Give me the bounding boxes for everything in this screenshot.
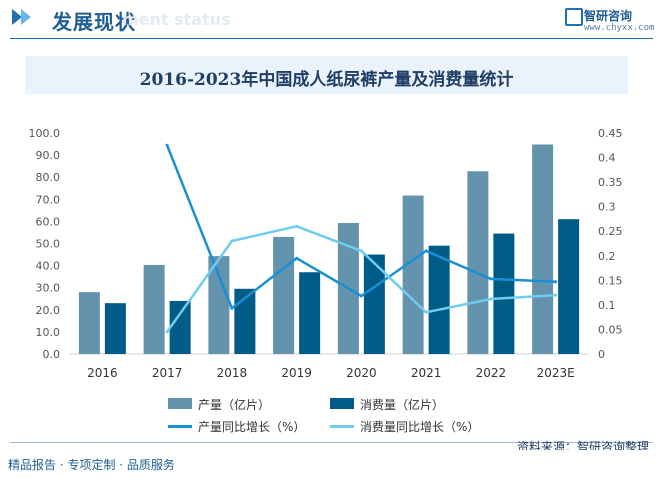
x-axis-tick-label: 2016 [87,366,118,380]
bar-production [143,264,165,354]
header-arrow-icon-secondary [21,9,31,25]
bar-consumption [299,272,321,354]
bar-consumption [493,233,515,354]
y2-axis-tick-label: 0 [598,348,605,361]
section-subtitle-faded: ment status [122,10,231,29]
y-axis-tick-label: 0.0 [43,348,61,361]
brand-logo-icon [565,8,583,26]
header: 发展现状 ment status 智研咨询 www.chyxx.com [0,0,663,39]
y-axis-tick-label: 30.0 [36,282,61,295]
bar-production [208,256,230,354]
legend-swatch-production [168,398,192,409]
footer-tagline: 精品报告 · 专项定制 · 品质服务 [8,458,175,472]
y-axis-tick-label: 10.0 [36,326,61,339]
line-production-growth-point [295,256,299,260]
bar-consumption [558,219,580,354]
x-axis-tick-label: 2018 [217,366,248,380]
y2-axis-tick-label: 0.05 [598,323,623,336]
brand-name: 智研咨询 [584,9,633,23]
line-consumption-growth-point [424,310,428,314]
bar-production [273,236,295,354]
bar-consumption [363,254,385,354]
bar-production [532,144,554,354]
y2-axis-tick-label: 0.15 [598,274,623,287]
bar-consumption [169,300,191,354]
line-consumption-growth-point [554,293,558,297]
legend-swatch-consumption [330,398,354,409]
y2-axis-tick-label: 0.45 [598,127,623,140]
section-title: 发展现状 [52,10,136,34]
y-axis-tick-label: 90.0 [36,149,61,162]
line-consumption-growth-point [295,224,299,228]
chart-title-banner: 2016-2023年中国成人纸尿裤产量及消费量统计 [25,56,628,94]
line-consumption-growth-point [230,239,234,243]
bar-production [402,195,424,354]
y-axis-tick-label: 80.0 [36,171,61,184]
legend-label-production-growth: 产量同比增长（%） [198,420,306,434]
x-axis-tick-label: 2021 [411,366,442,380]
y-axis-tick-label: 50.0 [36,238,61,251]
y2-axis-tick-label: 0.3 [598,201,616,214]
legend-label-production: 产量（亿片） [198,398,271,412]
footer-divider [10,442,653,443]
header-arrow-icon [12,9,22,25]
line-production-growth-point [359,294,363,298]
legend-swatch-production-growth [168,425,192,428]
legend-label-consumption-growth: 消费量同比增长（%） [360,420,480,434]
x-axis-tick-label: 2020 [346,366,377,380]
y-axis-tick-label: 20.0 [36,304,61,317]
x-axis-tick-label: 2023E [537,366,575,380]
bar-production [467,171,489,354]
y-axis-tick-label: 60.0 [36,215,61,228]
y2-axis-tick-label: 0.1 [598,299,616,312]
bar-production [78,292,100,354]
legend-label-consumption: 消费量（亿片） [360,398,445,412]
x-axis-tick-label: 2019 [281,366,312,380]
y2-axis-tick-label: 0.4 [598,152,616,165]
line-consumption-growth-point [489,297,493,301]
y-axis-tick-label: 40.0 [36,260,61,273]
line-production-growth-point [165,143,169,147]
bar-consumption [234,288,256,354]
y-axis-tick-label: 100.0 [29,127,61,140]
chart-title: 2016-2023年中国成人纸尿裤产量及消费量统计 [139,70,514,90]
legend-swatch-consumption-growth [330,425,354,428]
bar-consumption [428,245,450,354]
x-axis-tick-label: 2017 [152,366,183,380]
line-consumption-growth-point [165,330,169,334]
line-production-growth-point [424,249,428,253]
header-divider [10,38,653,39]
y2-axis-tick-label: 0.2 [598,250,616,263]
brand-url[interactable]: www.chyxx.com [584,23,655,33]
line-production-growth-point [230,306,234,310]
y2-axis-tick-label: 0.25 [598,225,623,238]
y2-axis-tick-label: 0.35 [598,176,623,189]
line-production-growth-point [489,277,493,281]
y-axis-tick-label: 70.0 [36,193,61,206]
x-axis-tick-label: 2022 [476,366,507,380]
line-consumption-growth-point [359,249,363,253]
bottom-bar [0,450,663,479]
bar-consumption [104,303,126,354]
line-production-growth-point [554,280,558,284]
